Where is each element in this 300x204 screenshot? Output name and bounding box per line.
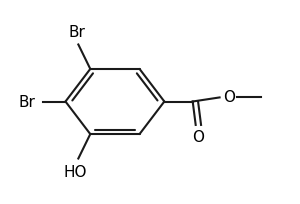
Text: Br: Br [18, 94, 35, 110]
Text: O: O [192, 129, 204, 144]
Text: HO: HO [64, 164, 87, 179]
Text: Br: Br [68, 25, 85, 40]
Text: O: O [223, 90, 235, 104]
